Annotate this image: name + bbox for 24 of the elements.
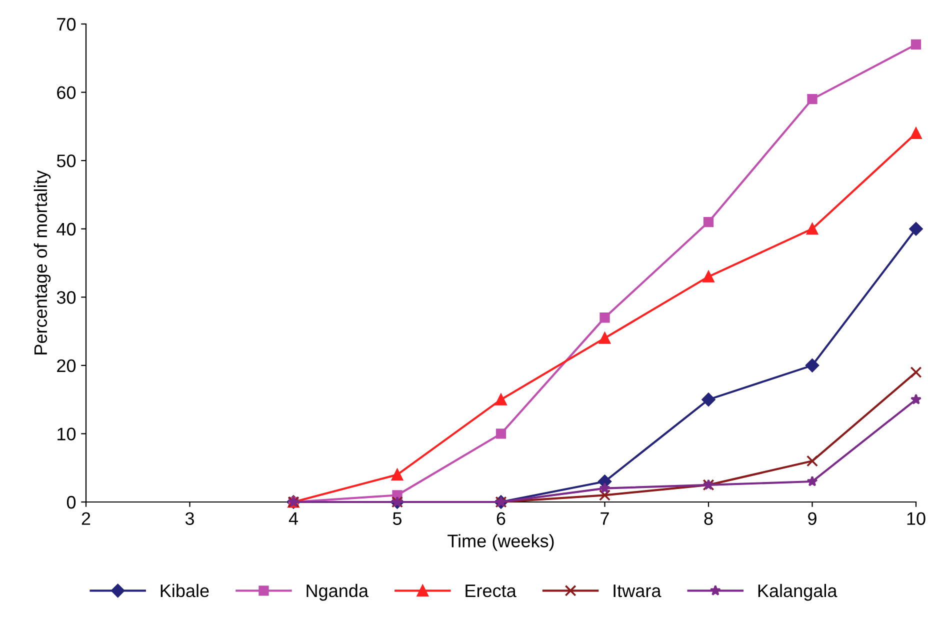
x-tick-label: 8 [704,512,713,525]
legend-label: Erecta [466,584,516,598]
y-tick-label: 60 [57,86,76,100]
y-tick-label: 0 [66,496,76,509]
y-tick-label: 20 [57,359,76,372]
x-tick-label: 10 [907,512,926,525]
x-tick-label: 3 [185,512,194,525]
x-tick-label: 2 [82,512,90,525]
x-tick-label: 6 [496,512,506,525]
x-tick-label: 9 [808,512,816,525]
y-tick-label: 30 [56,291,76,304]
x-tick-label: 5 [392,512,402,525]
x-tick-label: 7 [600,512,609,525]
x-tick-label: 4 [288,512,298,525]
legend-label: Nganda [306,584,369,601]
legend-label: Kibale [160,584,209,598]
legend-label: Itwara [614,584,662,598]
y-axis-title: Percentage of mortality [34,170,51,354]
y-tick-label: 10 [58,428,76,440]
y-tick-label: 40 [56,222,76,236]
y-tick-label: 70 [57,18,76,31]
x-axis-title: Time (weeks) [448,534,554,551]
legend-label: Kalangala [758,584,838,601]
y-tick-label: 50 [56,154,76,168]
